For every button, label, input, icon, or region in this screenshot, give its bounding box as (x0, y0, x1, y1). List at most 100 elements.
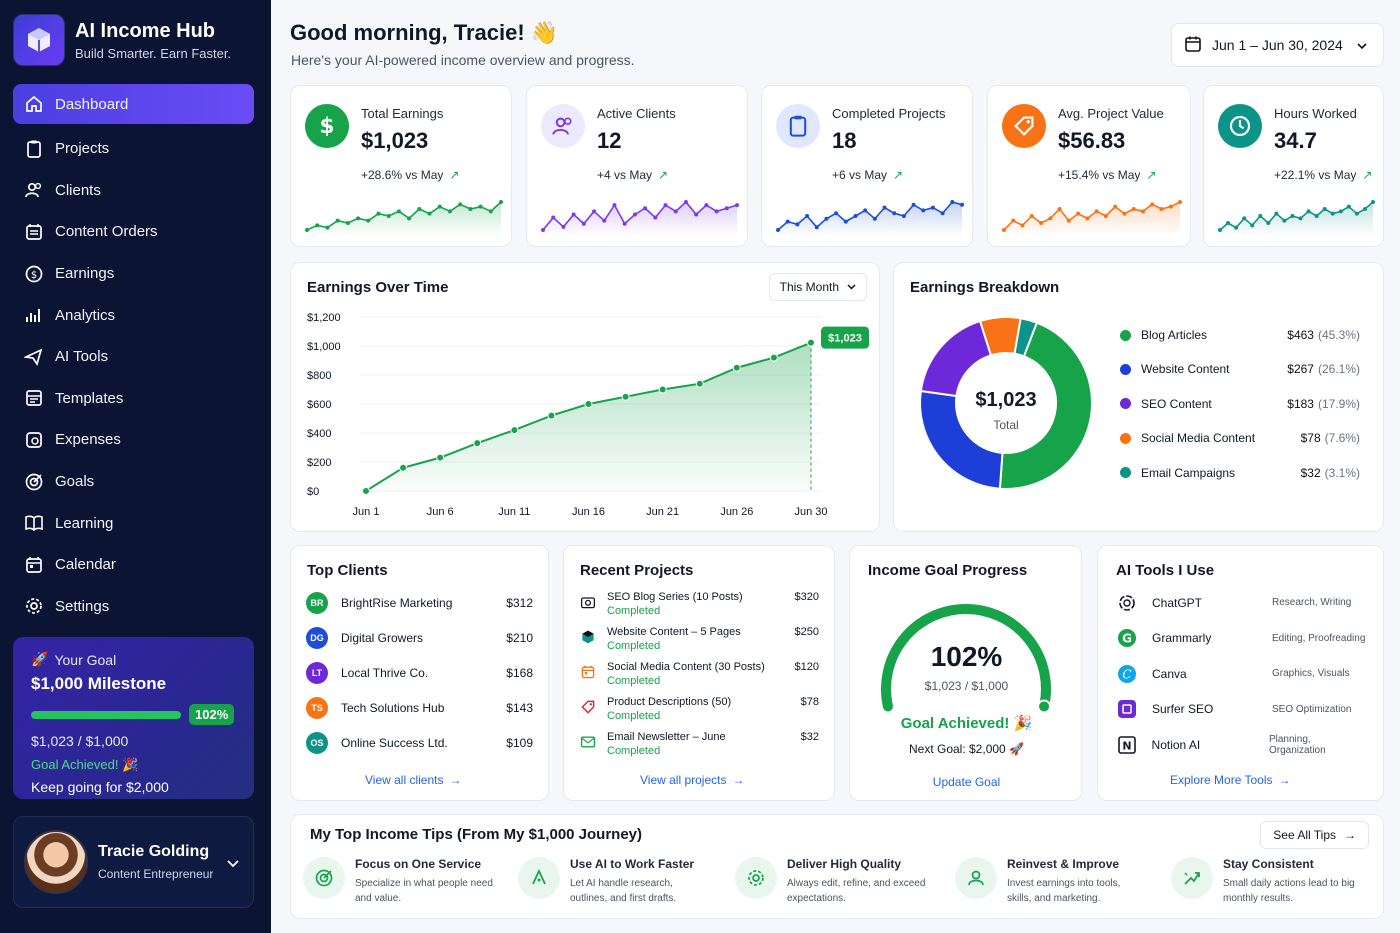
chart-callout-label: $1,023 (828, 333, 862, 345)
kpi-card-completed-projects[interactable]: Completed Projects 18 +6 vs May ↗ (761, 85, 973, 247)
project-status: Completed (607, 640, 661, 652)
donut-slice[interactable] (919, 319, 993, 398)
kpi-delta: +6 vs May (832, 168, 888, 182)
sidebar-item-projects[interactable]: Projects (13, 128, 254, 170)
project-row[interactable]: Social Media Content (30 Posts) Complete… (579, 661, 819, 696)
sparkline-point (911, 202, 916, 207)
sidebar-item-expenses[interactable]: Expenses (13, 419, 254, 461)
chart-point[interactable] (436, 453, 445, 462)
sparkline-point (1242, 216, 1247, 221)
client-badge: OS (306, 731, 328, 754)
chart-point[interactable] (510, 426, 519, 435)
goal-gauge (881, 604, 1052, 714)
project-row[interactable]: Website Content – 5 Pages Completed $250 (579, 626, 819, 661)
sidebar-item-settings[interactable]: Settings (13, 586, 254, 628)
sidebar-item-ai-tools[interactable]: AI Tools (13, 336, 254, 378)
y-tick-label: $400 (307, 428, 331, 440)
sidebar-item-templates[interactable]: Templates (13, 378, 254, 420)
sidebar-item-calendar[interactable]: Calendar (13, 544, 254, 586)
tool-row[interactable]: G Grammarly Editing, Proofreading (1116, 621, 1368, 657)
legend-name: Email Campaigns (1141, 465, 1236, 480)
legend-dot (1120, 363, 1131, 375)
donut-slice[interactable] (998, 321, 1093, 490)
goal-title: $1,000 Milestone (31, 674, 167, 693)
tool-desc: SEO Optimization (1272, 703, 1352, 715)
project-row[interactable]: Email Newsletter – June Completed $32 (579, 731, 819, 766)
sidebar-item-label: Goals (55, 473, 95, 491)
goal-card[interactable]: 🚀 Your Goal $1,000 Milestone 102% $1,023 … (13, 637, 254, 799)
client-row[interactable]: DG Digital Growers $210 (306, 620, 533, 655)
kpi-card-avg-project-value[interactable]: Avg. Project Value $56.83 +15.4% vs May ↗ (987, 85, 1191, 247)
view-all-projects-link[interactable]: View all projects → (640, 773, 744, 787)
sparkline-point (1103, 214, 1108, 218)
project-amount: $120 (794, 661, 819, 673)
kpi-sparkline (1218, 200, 1375, 236)
legend-dot (1120, 432, 1131, 444)
y-tick-label: $0 (307, 486, 319, 498)
sparkline-point (694, 212, 699, 217)
chart-point[interactable] (621, 392, 630, 401)
tool-row[interactable]: Surfer SEO SEO Optimization (1116, 692, 1368, 728)
update-goal-button[interactable]: Update Goal (932, 775, 1001, 789)
chart-point[interactable] (547, 411, 556, 420)
kpi-value: 12 (597, 128, 622, 153)
chart-point[interactable] (732, 363, 741, 372)
legend-item: SEO Content $183 (17.9%) (1120, 397, 1360, 411)
project-row[interactable]: Product Descriptions (50) Completed $78 (579, 696, 819, 731)
tool-row[interactable]: ChatGPT Research, Writing (1116, 585, 1368, 621)
donut-slice[interactable] (919, 389, 1004, 490)
donut-slice[interactable] (1013, 317, 1039, 358)
client-row[interactable]: OS Online Success Ltd. $109 (306, 725, 533, 760)
period-select[interactable]: This Month (768, 273, 867, 301)
chart-point[interactable] (807, 338, 815, 347)
kpi-card-active-clients[interactable]: Active Clients 12 +4 vs May ↗ (526, 85, 748, 247)
sparkline-point (1338, 209, 1343, 214)
tool-row[interactable]: C Canva Graphics, Visuals (1116, 656, 1368, 692)
sidebar-item-dashboard[interactable]: Dashboard (13, 84, 254, 124)
sparkline-point (447, 209, 452, 214)
sparkline-point (960, 202, 964, 207)
sidebar-item-content-orders[interactable]: Content Orders (13, 211, 254, 253)
chart-point[interactable] (399, 463, 408, 472)
project-row[interactable]: SEO Blog Series (10 Posts) Completed $32… (579, 591, 819, 626)
sparkline-point (345, 221, 350, 225)
chart-point[interactable] (695, 379, 704, 388)
tip-desc: Small daily actions lead to big monthly … (1223, 878, 1355, 904)
sparkline-point (805, 214, 810, 218)
client-row[interactable]: BR BrightRise Marketing $312 (306, 585, 533, 620)
kpi-sparkline (776, 200, 964, 236)
legend-item: Website Content $267 (26.1%) (1120, 362, 1360, 376)
chart-point[interactable] (584, 400, 593, 408)
sparkline-point (683, 200, 688, 204)
sidebar-item-goals[interactable]: Goals (13, 461, 254, 503)
chevron-down-icon[interactable] (227, 855, 239, 873)
y-tick-label: $600 (307, 399, 331, 411)
client-row[interactable]: TS Tech Solutions Hub $143 (306, 690, 533, 725)
chart-point[interactable] (473, 439, 482, 448)
sparkline-point (1002, 228, 1006, 232)
sparkline-point (863, 208, 868, 213)
kpi-card-hours-worked[interactable]: Hours Worked 34.7 +22.1% vs May ↗ (1203, 85, 1384, 247)
view-all-clients-link[interactable]: View all clients → (365, 773, 461, 787)
sparkline-point (592, 209, 597, 214)
tip-desc: Invest earnings into tools, skills, and … (1007, 878, 1121, 904)
tool-row[interactable]: N Notion AI Planning, Organization (1116, 727, 1368, 763)
explore-tools-link[interactable]: Explore More Tools → (1170, 773, 1291, 787)
sidebar-item-learning[interactable]: Learning (13, 502, 254, 544)
sidebar-item-analytics[interactable]: Analytics (13, 294, 254, 336)
project-status: Completed (607, 710, 661, 722)
chart-point[interactable] (362, 487, 370, 495)
kpi-card-total-earnings[interactable]: $ Total Earnings $1,023 +28.6% vs May ↗ (290, 85, 512, 247)
see-all-tips-button[interactable]: See All Tips → (1260, 821, 1369, 849)
sidebar-item-earnings[interactable]: $ Earnings (13, 253, 254, 295)
sidebar-item-clients[interactable]: Clients (13, 170, 254, 212)
send-icon (23, 346, 45, 368)
client-row[interactable]: LT Local Thrive Co. $168 (306, 655, 533, 690)
chart-point[interactable] (658, 385, 667, 394)
profile-card[interactable]: Tracie Golding Content Entrepreneur (13, 816, 254, 908)
chart-point[interactable] (769, 353, 778, 362)
tip-title: Reinvest & Improve (1007, 857, 1120, 871)
client-name: Digital Growers (341, 630, 424, 645)
date-range-picker[interactable]: Jun 1 – Jun 30, 2024 (1171, 23, 1384, 67)
brand[interactable]: AI Income Hub Build Smarter. Earn Faster… (13, 14, 231, 66)
